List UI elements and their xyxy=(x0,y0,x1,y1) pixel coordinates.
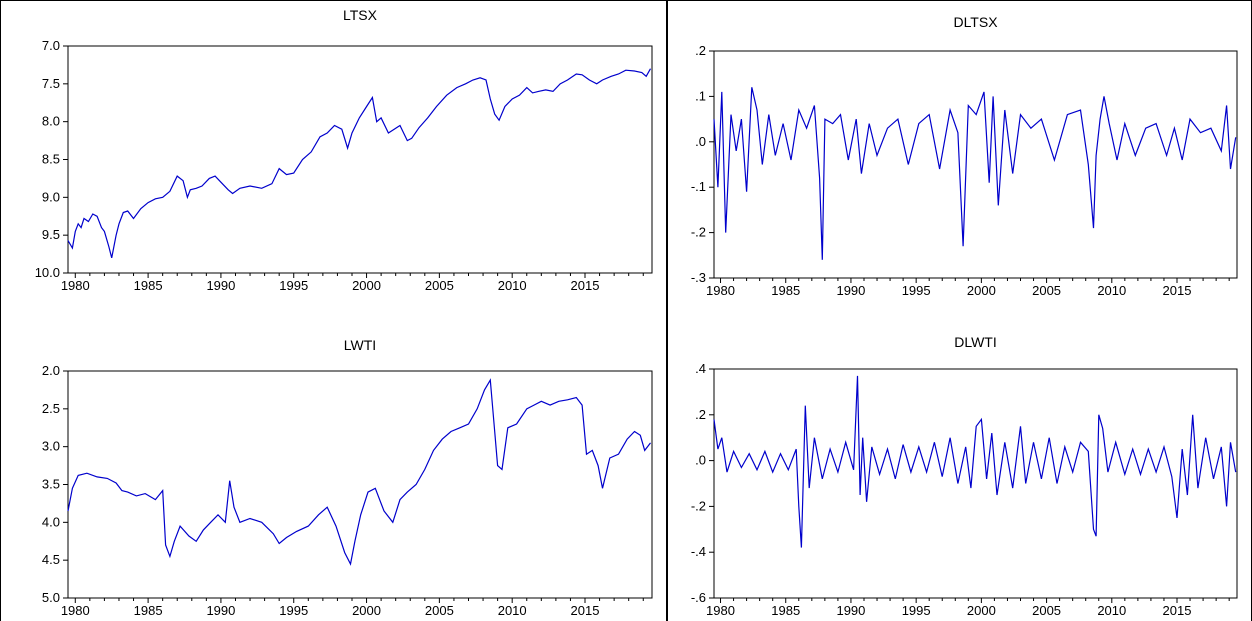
x-tick-label: 1980 xyxy=(706,603,735,618)
x-tick-label: 1980 xyxy=(61,603,90,618)
y-tick-label: -.2 xyxy=(691,498,706,513)
y-tick-label: 9.0 xyxy=(42,189,60,204)
y-tick-label: .4 xyxy=(695,361,706,376)
y-tick-label: 7.0 xyxy=(42,38,60,53)
y-tick-label: 4.0 xyxy=(42,514,60,529)
y-tick-label: .0 xyxy=(695,134,706,149)
x-tick-label: 1995 xyxy=(902,603,931,618)
panel-divider xyxy=(666,0,668,621)
y-tick-label: 4.5 xyxy=(42,552,60,567)
x-tick-label: 1985 xyxy=(771,603,800,618)
y-tick-label: -.4 xyxy=(691,544,706,559)
x-tick-label: 2005 xyxy=(1032,283,1061,298)
plot-area-border xyxy=(713,368,1238,599)
series-line-dltsx xyxy=(713,87,1237,260)
y-tick-label: -.1 xyxy=(691,179,706,194)
y-tick-label: -.6 xyxy=(691,590,706,605)
x-tick-label: 2015 xyxy=(1163,603,1192,618)
x-tick-label: 1980 xyxy=(706,283,735,298)
x-tick-label: 2000 xyxy=(967,283,996,298)
x-tick-label: 2005 xyxy=(1032,603,1061,618)
y-tick-label: 8.0 xyxy=(42,114,60,129)
series-line-lwti xyxy=(67,378,651,566)
y-tick-label: 3.5 xyxy=(42,477,60,492)
x-tick-label: 1990 xyxy=(206,278,235,293)
x-tick-label: 2005 xyxy=(425,603,454,618)
y-tick-label: .2 xyxy=(695,407,706,422)
chart-title: DLTSX xyxy=(953,14,998,30)
x-tick-label: 2010 xyxy=(498,603,527,618)
chart-title: DLWTI xyxy=(954,334,997,350)
x-tick-label: 1995 xyxy=(902,283,931,298)
x-tick-label: 1985 xyxy=(134,603,163,618)
frame-top-border xyxy=(0,0,1252,1)
y-tick-label: 7.5 xyxy=(42,76,60,91)
x-tick-label: 2015 xyxy=(571,278,600,293)
y-tick-label: .2 xyxy=(695,43,706,58)
x-tick-label: 2010 xyxy=(1097,283,1126,298)
x-tick-label: 1995 xyxy=(279,278,308,293)
y-tick-label: -.3 xyxy=(691,270,706,285)
plot-area-border xyxy=(713,50,1238,279)
x-tick-label: 1985 xyxy=(771,283,800,298)
x-tick-label: 2010 xyxy=(498,278,527,293)
plot-area-border xyxy=(67,45,653,274)
series-line-dlwti xyxy=(713,375,1237,548)
x-tick-label: 2015 xyxy=(571,603,600,618)
frame-left-border xyxy=(0,0,1,621)
chart-title: LTSX xyxy=(343,7,378,23)
series-line-ltsx xyxy=(67,68,652,259)
x-tick-label: 1990 xyxy=(206,603,235,618)
x-tick-label: 2000 xyxy=(352,278,381,293)
y-tick-label: 2.5 xyxy=(42,401,60,416)
y-tick-label: 5.0 xyxy=(42,590,60,605)
x-tick-label: 2000 xyxy=(967,603,996,618)
x-tick-label: 2010 xyxy=(1097,603,1126,618)
y-tick-label: 8.5 xyxy=(42,152,60,167)
y-tick-label: 3.0 xyxy=(42,439,60,454)
chart-title: LWTI xyxy=(344,337,376,353)
y-tick-label: 10.0 xyxy=(35,265,60,280)
y-tick-label: 9.5 xyxy=(42,227,60,242)
x-tick-label: 1985 xyxy=(134,278,163,293)
plot-area-border xyxy=(67,370,653,599)
x-tick-label: 2015 xyxy=(1163,283,1192,298)
y-tick-label: .1 xyxy=(695,88,706,103)
y-tick-label: -.2 xyxy=(691,225,706,240)
x-tick-label: 1990 xyxy=(836,603,865,618)
x-tick-label: 2005 xyxy=(425,278,454,293)
x-tick-label: 1995 xyxy=(279,603,308,618)
y-tick-label: .0 xyxy=(695,453,706,468)
x-tick-label: 1990 xyxy=(836,283,865,298)
y-tick-label: 2.0 xyxy=(42,363,60,378)
x-tick-label: 1980 xyxy=(61,278,90,293)
x-tick-label: 2000 xyxy=(352,603,381,618)
